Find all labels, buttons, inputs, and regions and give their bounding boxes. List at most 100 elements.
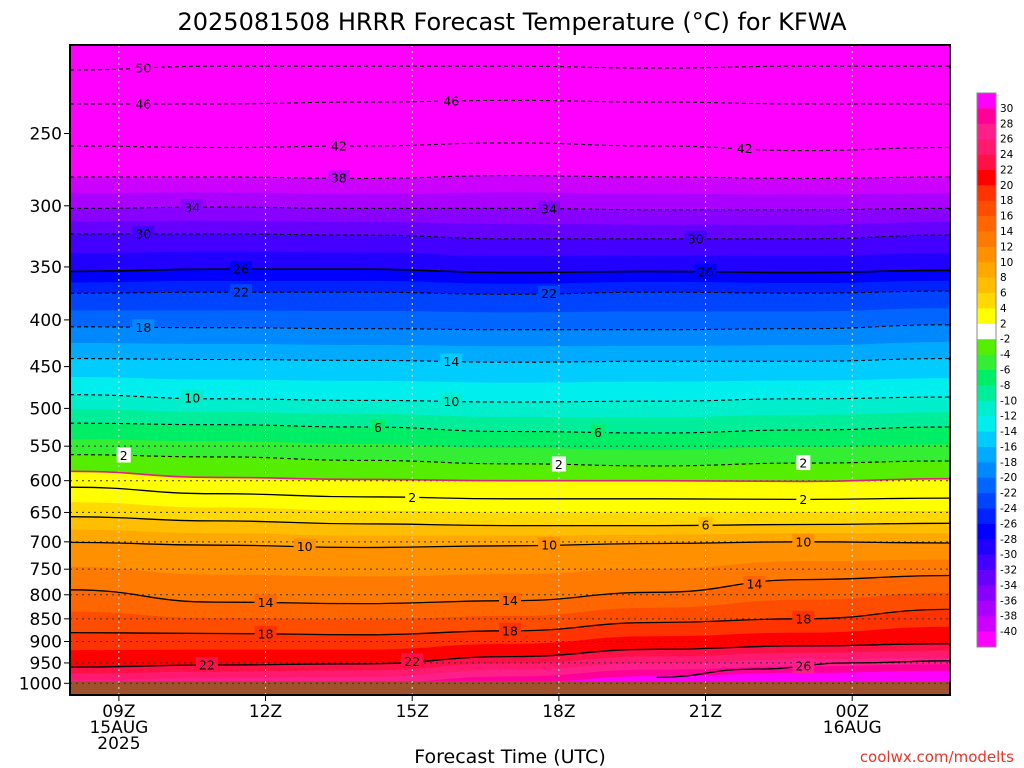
y-tick-label: 750 bbox=[30, 560, 62, 580]
isotherm-label-background bbox=[499, 622, 521, 638]
isotherm-label: 34 bbox=[184, 200, 200, 215]
y-tick-label: 450 bbox=[30, 358, 62, 378]
isotherm-label: 26 bbox=[698, 264, 714, 279]
colorbar-swatch bbox=[977, 169, 996, 186]
colorbar-label: 18 bbox=[1000, 195, 1013, 207]
isotherm-label: 2 bbox=[555, 457, 563, 472]
colorbar-label: -10 bbox=[1000, 395, 1017, 407]
colorbar-label: -6 bbox=[1000, 365, 1011, 377]
isotherm-label-background bbox=[733, 140, 756, 156]
isotherm-label-background bbox=[254, 625, 277, 641]
y-tick-label: 250 bbox=[30, 124, 62, 144]
isotherm-label: 50 bbox=[135, 61, 151, 76]
isotherm-label: 10 bbox=[795, 534, 811, 549]
colorbar-swatch bbox=[977, 508, 996, 525]
colorbar-swatch bbox=[977, 108, 996, 125]
isotherm-label: 14 bbox=[746, 576, 762, 591]
isotherm-label-background bbox=[132, 225, 155, 241]
colorbar-swatch bbox=[977, 139, 996, 155]
isotherm-label: 2 bbox=[408, 490, 416, 505]
isotherm-label-background bbox=[796, 455, 811, 471]
isotherm-label-background bbox=[440, 93, 463, 109]
chart-title: 2025081508 HRRR Forecast Temperature (°C… bbox=[178, 8, 848, 36]
isotherm-label: 14 bbox=[502, 593, 518, 608]
y-tick-label: 600 bbox=[30, 472, 62, 492]
y-axis-ticks: 2503003504004505005506006507007508008509… bbox=[19, 124, 70, 694]
isotherm-label-background bbox=[401, 653, 424, 669]
colorbar-label: -34 bbox=[1000, 580, 1017, 592]
ground-fill bbox=[70, 681, 950, 695]
x-tick-label: 16AUG bbox=[823, 718, 882, 738]
colorbar-swatch bbox=[977, 323, 996, 340]
isotherm-label: 22 bbox=[233, 285, 249, 300]
isotherm-label-background bbox=[684, 230, 707, 246]
colorbar-swatch bbox=[977, 493, 996, 509]
isotherm-label-background bbox=[551, 456, 566, 472]
isotherm-label: 2 bbox=[799, 456, 807, 471]
isotherm-line bbox=[70, 470, 950, 483]
colorbar-swatch bbox=[977, 554, 996, 571]
isotherm-label: 30 bbox=[688, 231, 704, 246]
y-tick-label: 700 bbox=[30, 533, 62, 553]
x-tick-label: 18Z bbox=[542, 702, 575, 722]
y-tick-label: 550 bbox=[30, 437, 62, 457]
colorbar-swatch bbox=[977, 446, 996, 463]
isotherm-label: 22 bbox=[199, 658, 215, 673]
colorbar-label: -8 bbox=[1000, 380, 1010, 392]
isotherm-label: 18 bbox=[502, 623, 518, 638]
isotherm-label-background bbox=[195, 657, 218, 673]
isotherm-label: 26 bbox=[795, 659, 811, 674]
y-tick-label: 800 bbox=[30, 586, 62, 606]
isotherm-label: 42 bbox=[737, 141, 753, 156]
isotherm-label-background bbox=[792, 533, 815, 549]
colorbar-label: 22 bbox=[1000, 164, 1013, 176]
colorbar-swatch bbox=[977, 400, 996, 417]
colorbar-label: 8 bbox=[1000, 272, 1007, 284]
colorbar-label: -18 bbox=[1000, 457, 1017, 469]
isotherm-label-background bbox=[538, 285, 561, 301]
isotherm-label-background bbox=[116, 447, 131, 463]
colorbar-label: -26 bbox=[1000, 518, 1017, 530]
colorbar-swatch bbox=[977, 216, 996, 232]
isotherm-label: 34 bbox=[541, 201, 557, 216]
colorbar-label: -24 bbox=[1000, 503, 1017, 515]
colorbar-swatch bbox=[977, 585, 996, 602]
colorbar-swatch bbox=[977, 523, 996, 540]
colorbar-swatch bbox=[977, 477, 996, 494]
x-axis-label: Forecast Time (UTC) bbox=[414, 746, 605, 768]
colorbar-swatch bbox=[977, 231, 996, 248]
colorbar-label: 30 bbox=[1000, 103, 1013, 115]
colorbar-label: -4 bbox=[1000, 349, 1011, 361]
isotherm-label-background bbox=[792, 658, 815, 674]
isotherm-label-background bbox=[132, 319, 155, 335]
y-tick-label: 500 bbox=[30, 399, 62, 419]
temperature-color-bands bbox=[70, 45, 950, 695]
colorbar-swatch bbox=[977, 93, 996, 109]
isotherm-label-background bbox=[440, 393, 463, 409]
colorbar-swatch bbox=[977, 539, 996, 555]
isotherm-label-background bbox=[694, 263, 717, 279]
colorbar-label: 4 bbox=[1000, 303, 1007, 315]
isotherm-label: 18 bbox=[258, 626, 274, 641]
y-tick-label: 900 bbox=[30, 632, 62, 652]
isotherm-label-background bbox=[327, 170, 350, 186]
colorbar-swatch bbox=[977, 185, 996, 202]
isotherm-line bbox=[70, 268, 950, 274]
colorbar-swatch bbox=[977, 570, 996, 586]
isotherm-label: 2 bbox=[120, 448, 128, 463]
colorbar-label: 28 bbox=[1000, 118, 1013, 130]
colorbar-label: -12 bbox=[1000, 411, 1017, 423]
colorbar-swatch bbox=[977, 200, 996, 217]
isotherm-label: 10 bbox=[541, 538, 557, 553]
colorbar-label: 2 bbox=[1000, 318, 1007, 330]
isotherm-label: 26 bbox=[233, 262, 249, 277]
isotherm-label-background bbox=[698, 517, 713, 533]
isotherm-line bbox=[70, 516, 950, 527]
colorbar-swatch bbox=[977, 370, 996, 386]
colorbar-swatch bbox=[977, 262, 996, 278]
colorbar-swatch bbox=[977, 431, 996, 448]
colorbar-label: -28 bbox=[1000, 534, 1017, 546]
isotherm-label: 10 bbox=[297, 539, 313, 554]
